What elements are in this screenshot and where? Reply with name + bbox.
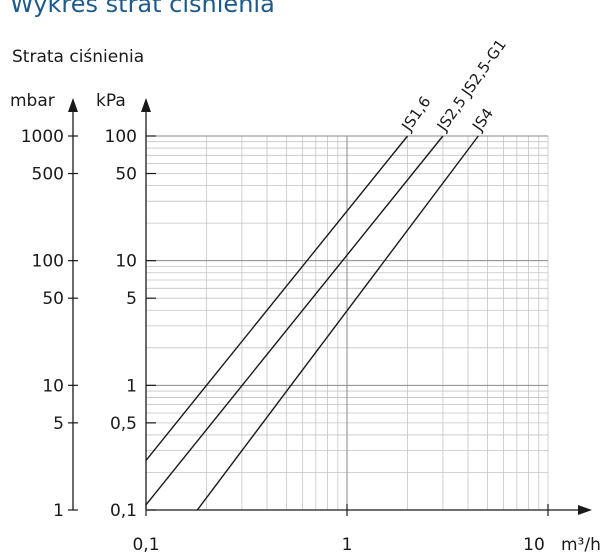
x-tick-label: 1 [342,535,353,555]
series-label: JS1,6 [397,93,434,135]
series-line [196,135,479,511]
series-label: JS4 [468,105,497,135]
y-axis-mbar-arrow [68,98,78,112]
y-tick-label-kpa: 5 [126,289,137,309]
y-tick-label-kpa: 100 [105,127,137,147]
x-axis-unit: m³/h [561,535,601,555]
y-unit-kpa: kPa [96,91,126,111]
series-lines [145,135,479,511]
y-tick-label-mbar: 500 [32,165,64,185]
y-axis-label: Strata ciśnienia [12,47,144,67]
y-axis-kpa-arrow [141,98,151,112]
x-tick-label: 0,1 [132,535,159,555]
x-axis-arrow [578,505,592,515]
y-tick-label-mbar: 50 [42,289,64,309]
y-tick-label-kpa: 10 [115,252,137,272]
y-tick-label-kpa: 0,5 [110,414,137,434]
grid-major [146,135,548,510]
series-line [145,135,409,461]
axes [68,98,592,516]
x-tick-label: 10 [523,535,545,555]
y-tick-label-kpa: 1 [126,376,137,396]
y-tick-label-kpa: 0,1 [110,501,137,521]
y-tick-label-mbar: 10 [42,376,64,396]
chart-title: Wykres strat ciśnienia [10,0,275,18]
y-tick-label-mbar: 1 [53,501,64,521]
y-tick-label-mbar: 100 [32,252,64,272]
y-tick-label-mbar: 1000 [21,127,64,147]
y-unit-mbar: mbar [10,91,55,111]
y-tick-label-kpa: 50 [115,165,137,185]
series-line [145,135,444,506]
y-tick-label-mbar: 5 [53,414,64,434]
